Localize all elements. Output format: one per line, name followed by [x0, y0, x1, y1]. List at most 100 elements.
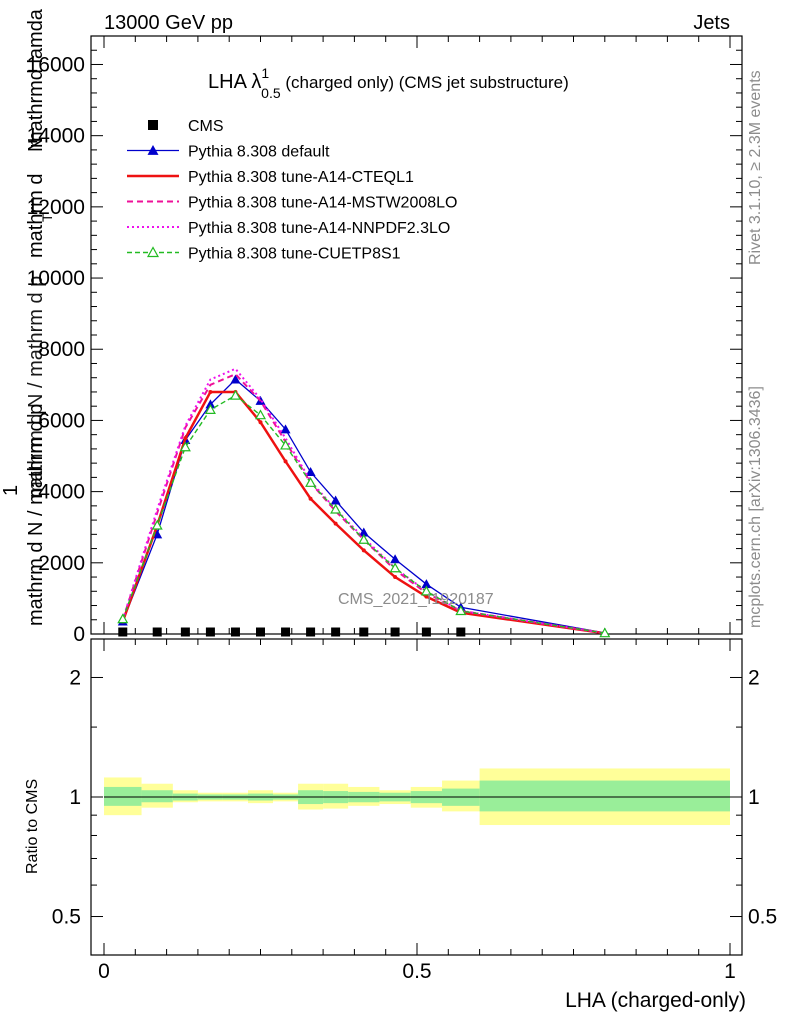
y-tick-label: 10000	[27, 267, 85, 290]
cms-data-point	[180, 627, 190, 637]
ratio-tick-label: 0.5	[52, 906, 81, 929]
series-point	[421, 579, 432, 589]
y-tick-label: 4000	[38, 481, 85, 504]
axis-ticks: 0 2000 4000 6000 8000 10000 12000 14000 16000 0 0.…	[27, 35, 777, 983]
series-point	[390, 554, 401, 564]
y-tick-label: 12000	[27, 196, 85, 219]
mcplots-label: mcplots.cern.ch [arXiv:1306.3436]	[747, 386, 764, 628]
cms-data-point	[306, 627, 316, 637]
cms-data-point	[456, 627, 466, 637]
y-tick-label: 2000	[38, 552, 85, 575]
x-tick-label: 0.5	[402, 960, 431, 983]
watermark: CMS_2021_I1920187	[338, 591, 494, 608]
title-rest: (charged only) (CMS jet substructure)	[281, 73, 569, 92]
title-sub: 0.5	[261, 85, 281, 101]
series-line	[122, 378, 605, 634]
cms-data-point	[421, 627, 431, 637]
series-point	[455, 605, 467, 616]
legend-marker	[148, 120, 158, 130]
jets-label: Jets	[693, 12, 730, 34]
ylabel-frac-den: mathrm d N / mathrm d p	[25, 404, 47, 626]
ylabel-mid: mathrmd lamda	[25, 8, 47, 148]
cms-data-point	[359, 627, 369, 637]
legend: CMS Pythia 8.308 default Pythia 8.308 tune…	[127, 118, 457, 263]
ratio-ylabel: Ratio to CMS	[24, 779, 41, 874]
cms-data-point	[230, 627, 240, 637]
series-point	[333, 521, 338, 526]
ylabel-frac-num: 1	[0, 485, 22, 496]
series-point	[305, 476, 317, 487]
ratio-tick-label: 1	[69, 786, 81, 809]
cms-data-point	[390, 627, 400, 637]
series-layer	[117, 367, 611, 638]
ratio-tick-label-right: 1	[748, 786, 760, 809]
x-tick-label: 1	[724, 960, 736, 983]
cms-data-point	[205, 627, 215, 637]
y-tick-label: 8000	[38, 338, 85, 361]
series-point	[205, 399, 216, 409]
y-tick-label: 6000	[38, 409, 85, 432]
series-point	[258, 420, 263, 425]
y-tick-label: 0	[73, 623, 85, 646]
series-point	[393, 575, 398, 580]
cms-data-point	[331, 627, 341, 637]
series-point	[305, 467, 316, 477]
legend-label: Pythia 8.308 tune-A14-MSTW2008LO	[188, 195, 457, 212]
ratio-tick-label: 2	[69, 666, 81, 689]
legend-label: Pythia 8.308 tune-CUETP8S1	[188, 246, 401, 263]
series-line	[121, 372, 605, 635]
title-main: LHA λ	[208, 71, 261, 93]
series-point	[280, 439, 292, 450]
cms-data-point	[281, 627, 291, 637]
series-point	[204, 404, 216, 414]
legend-label: Pythia 8.308 tune-A14-NNPDF2.3LO	[188, 220, 450, 237]
series-point	[183, 436, 188, 441]
ratio-band-inner	[141, 790, 173, 803]
legend-label: CMS	[188, 118, 224, 135]
series-point	[389, 562, 401, 573]
ratio-bands	[104, 768, 730, 826]
ylabel-rest-top: mathrm d	[25, 174, 47, 258]
cms-data-point	[152, 627, 162, 637]
series-point	[208, 389, 213, 394]
series-point	[358, 533, 370, 544]
ratio-tick-label-right: 0.5	[748, 906, 777, 929]
ylabel-frac-den2: mathrm d N / mathrm d p	[25, 276, 47, 498]
series-point	[420, 585, 432, 596]
series-point	[308, 496, 313, 501]
energy-label: 13000 GeV pp	[104, 12, 233, 34]
legend-label: Pythia 8.308 default	[188, 144, 330, 161]
y-tick-label: 16000	[27, 53, 85, 76]
series-point	[229, 389, 241, 400]
ylabel-rest-N: N	[25, 138, 47, 152]
series-point	[151, 519, 163, 530]
x-axis-label: LHA (charged-only)	[565, 989, 746, 1012]
cms-data-point	[118, 627, 128, 637]
series-point	[179, 441, 191, 452]
series-point	[330, 495, 341, 505]
rivet-label: Rivet 3.1.10, ≥ 2.3M events	[747, 70, 764, 265]
series-point	[254, 409, 267, 420]
chart-title: LHA λ1 0.5 (charged only) (CMS jet substr…	[208, 65, 569, 101]
x-tick-label: 0	[98, 960, 110, 983]
legend-marker	[146, 246, 160, 258]
series-point	[280, 424, 291, 434]
ratio-band-inner	[104, 786, 142, 806]
cms-data-point	[256, 627, 265, 637]
series-point	[424, 594, 429, 599]
series-point	[230, 374, 241, 384]
title-sup: 1	[261, 65, 269, 81]
series-point	[330, 503, 342, 514]
y-tick-label: 14000	[27, 125, 85, 148]
series-point	[599, 627, 611, 638]
cms-data-layer	[118, 627, 466, 637]
legend-marker	[147, 145, 159, 155]
series-point	[117, 613, 129, 624]
series-point	[361, 548, 366, 553]
legend-label: Pythia 8.308 tune-A14-CTEQL1	[188, 169, 414, 186]
series-point	[283, 459, 288, 464]
ylabel-sub: T	[39, 213, 55, 222]
ratio-band-inner	[479, 780, 730, 812]
chart-texts: 13000 GeV pp Jets LHA λ1 0.5 (charged onl…	[0, 8, 764, 1012]
